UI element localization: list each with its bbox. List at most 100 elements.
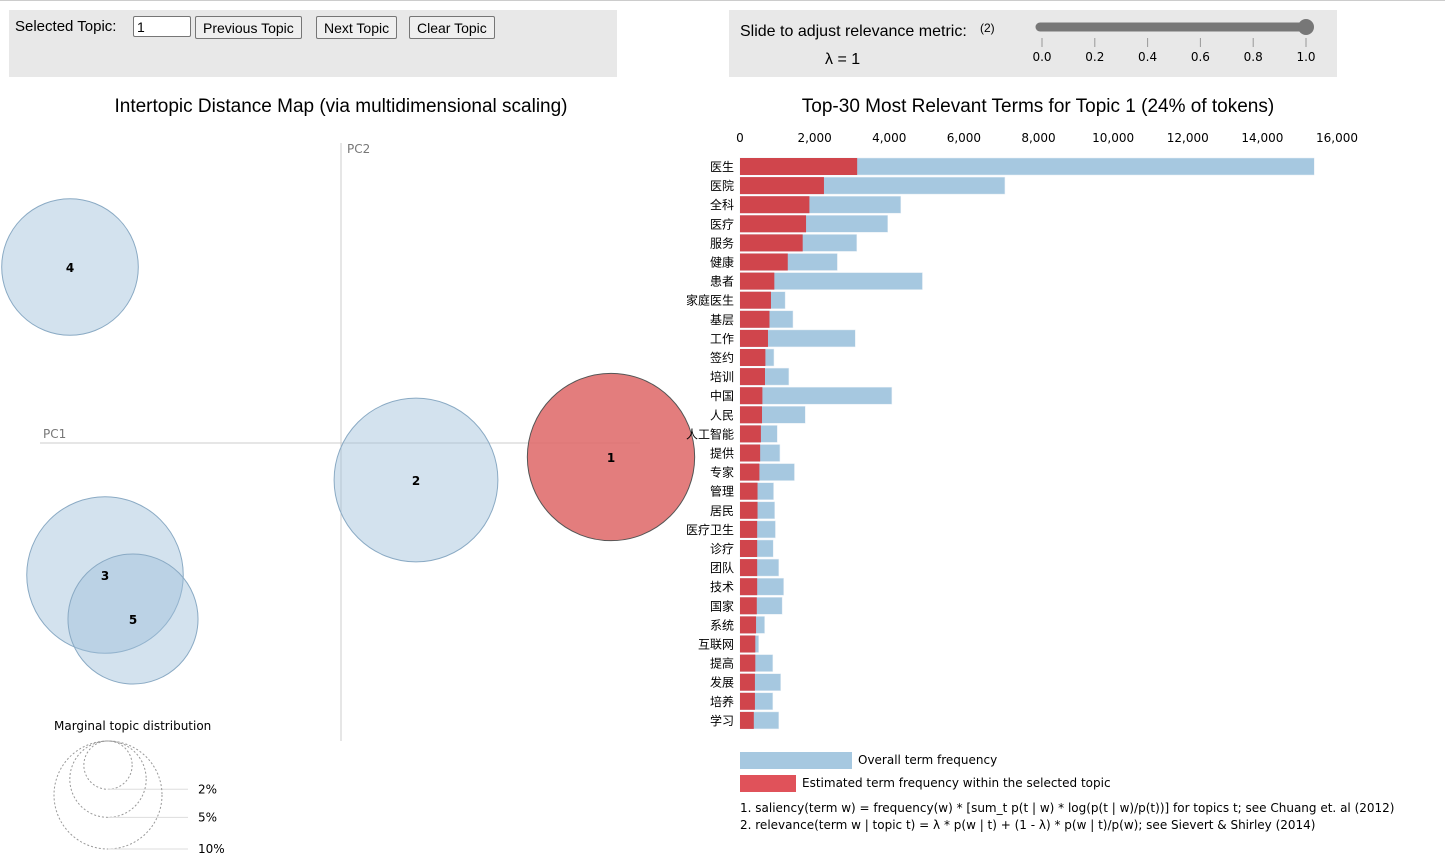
term-row[interactable]: 学习 bbox=[710, 711, 780, 730]
previous-topic-button[interactable]: Previous Topic bbox=[195, 16, 302, 39]
topic-frequency-bar[interactable] bbox=[740, 368, 765, 386]
term-row[interactable]: 互联网 bbox=[698, 635, 759, 653]
term-row[interactable]: 中国 bbox=[710, 386, 893, 405]
topic-frequency-bar[interactable] bbox=[740, 463, 760, 481]
term-row[interactable]: 医疗卫生 bbox=[686, 520, 776, 539]
term-label[interactable]: 中国 bbox=[710, 388, 734, 403]
term-label[interactable]: 诊疗 bbox=[710, 542, 734, 556]
term-row[interactable]: 服务 bbox=[710, 234, 858, 252]
topic-frequency-bar[interactable] bbox=[740, 616, 757, 634]
topic-frequency-bar[interactable] bbox=[740, 177, 824, 195]
clear-topic-button[interactable]: Clear Topic bbox=[409, 16, 495, 39]
topic-frequency-bar[interactable] bbox=[740, 635, 756, 653]
selected-topic-input[interactable] bbox=[133, 16, 191, 37]
term-label[interactable]: 培训 bbox=[710, 369, 734, 384]
term-label[interactable]: 人工智能 bbox=[686, 426, 734, 441]
topic-frequency-bar[interactable] bbox=[740, 425, 761, 443]
topic-circle[interactable] bbox=[333, 397, 499, 563]
term-label[interactable]: 医疗卫生 bbox=[686, 523, 734, 537]
term-label[interactable]: 医院 bbox=[710, 179, 734, 193]
term-label[interactable]: 基层 bbox=[710, 313, 734, 327]
term-label[interactable]: 居民 bbox=[710, 504, 734, 518]
topic-frequency-bar[interactable] bbox=[740, 349, 766, 366]
term-label[interactable]: 患者 bbox=[710, 275, 734, 289]
topic-frequency-bar[interactable] bbox=[740, 597, 757, 615]
topic-circle[interactable] bbox=[67, 553, 199, 685]
topic-circle[interactable] bbox=[26, 496, 184, 654]
topic-frequency-bar[interactable] bbox=[740, 520, 758, 538]
term-label[interactable]: 全科 bbox=[710, 197, 734, 212]
topic-frequency-bar[interactable] bbox=[740, 540, 758, 557]
topic-frequency-bar[interactable] bbox=[740, 692, 755, 710]
topic-frequency-bar[interactable] bbox=[740, 501, 758, 519]
topic-frequency-bar[interactable] bbox=[740, 444, 761, 462]
topic-frequency-bar[interactable] bbox=[740, 215, 807, 233]
term-label[interactable]: 培养 bbox=[710, 694, 734, 709]
term-row[interactable]: 患者 bbox=[710, 272, 923, 290]
term-label[interactable]: 提供 bbox=[710, 446, 734, 461]
topic-frequency-bar[interactable] bbox=[740, 234, 803, 252]
term-row[interactable]: 基层 bbox=[710, 310, 794, 329]
topic-frequency-bar[interactable] bbox=[740, 711, 754, 729]
term-row[interactable]: 提高 bbox=[710, 654, 774, 672]
topic-frequency-bar[interactable] bbox=[740, 578, 758, 596]
term-row[interactable]: 全科 bbox=[710, 195, 902, 214]
next-topic-button[interactable]: Next Topic bbox=[316, 16, 398, 39]
term-row[interactable]: 发展 bbox=[710, 673, 781, 691]
topic-circle[interactable] bbox=[1, 198, 139, 336]
term-row[interactable]: 系统 bbox=[710, 616, 765, 634]
topic-frequency-bar[interactable] bbox=[740, 310, 770, 328]
term-row[interactable]: 居民 bbox=[710, 501, 775, 520]
topic-frequency-bar[interactable] bbox=[740, 253, 788, 271]
topic-frequency-bar[interactable] bbox=[740, 482, 758, 500]
term-row[interactable]: 人民 bbox=[710, 406, 806, 424]
term-label[interactable]: 团队 bbox=[710, 560, 734, 575]
topic-frequency-bar[interactable] bbox=[740, 196, 810, 214]
topic-frequency-bar[interactable] bbox=[740, 387, 763, 405]
term-row[interactable]: 诊疗 bbox=[710, 539, 774, 558]
term-row[interactable]: 团队 bbox=[710, 558, 780, 577]
topic-circle[interactable] bbox=[526, 372, 696, 542]
term-label[interactable]: 专家 bbox=[710, 465, 734, 480]
term-label[interactable]: 医疗 bbox=[710, 217, 734, 231]
term-row[interactable]: 工作 bbox=[710, 329, 856, 348]
term-row[interactable]: 家庭医生 bbox=[686, 291, 786, 309]
term-row[interactable]: 签约 bbox=[710, 348, 775, 367]
term-label[interactable]: 学习 bbox=[710, 713, 734, 728]
topic-circle-3[interactable] bbox=[26, 496, 184, 654]
topic-circle-2[interactable] bbox=[333, 397, 499, 563]
term-row[interactable]: 医生 bbox=[710, 157, 1315, 176]
term-label[interactable]: 工作 bbox=[710, 332, 734, 346]
topic-circle-1[interactable] bbox=[526, 372, 696, 542]
term-row[interactable]: 人工智能 bbox=[686, 425, 778, 443]
topic-frequency-bar[interactable] bbox=[740, 654, 756, 672]
term-label[interactable]: 互联网 bbox=[698, 638, 734, 652]
term-row[interactable]: 技术 bbox=[710, 577, 784, 596]
topic-frequency-bar[interactable] bbox=[740, 329, 768, 347]
term-row[interactable]: 健康 bbox=[710, 253, 838, 271]
term-label[interactable]: 签约 bbox=[710, 350, 734, 365]
term-label[interactable]: 医生 bbox=[710, 160, 734, 174]
term-label[interactable]: 家庭医生 bbox=[686, 293, 734, 308]
relevance-slider[interactable]: 0.0 0.2 0.4 0.6 0.8 1.0 bbox=[1032, 19, 1316, 64]
topic-frequency-bar[interactable] bbox=[740, 291, 771, 309]
overall-frequency-bar[interactable] bbox=[739, 386, 893, 405]
term-row[interactable]: 培训 bbox=[710, 367, 790, 386]
topic-frequency-bar[interactable] bbox=[740, 673, 755, 691]
term-label[interactable]: 国家 bbox=[710, 598, 734, 613]
term-label[interactable]: 健康 bbox=[710, 255, 734, 270]
term-row[interactable]: 提供 bbox=[710, 444, 781, 462]
topic-frequency-bar[interactable] bbox=[740, 559, 758, 577]
term-label[interactable]: 提高 bbox=[710, 656, 734, 671]
term-row[interactable]: 专家 bbox=[710, 463, 795, 481]
topic-frequency-bar[interactable] bbox=[740, 158, 858, 175]
slider-handle[interactable] bbox=[1298, 19, 1314, 35]
term-row[interactable]: 医院 bbox=[710, 176, 1006, 195]
term-label[interactable]: 管理 bbox=[710, 484, 734, 499]
term-label[interactable]: 系统 bbox=[710, 618, 734, 632]
topic-frequency-bar[interactable] bbox=[740, 272, 775, 290]
term-row[interactable]: 国家 bbox=[710, 597, 783, 615]
term-label[interactable]: 技术 bbox=[710, 580, 734, 594]
term-row[interactable]: 医疗 bbox=[710, 215, 889, 233]
topic-frequency-bar[interactable] bbox=[740, 406, 763, 424]
